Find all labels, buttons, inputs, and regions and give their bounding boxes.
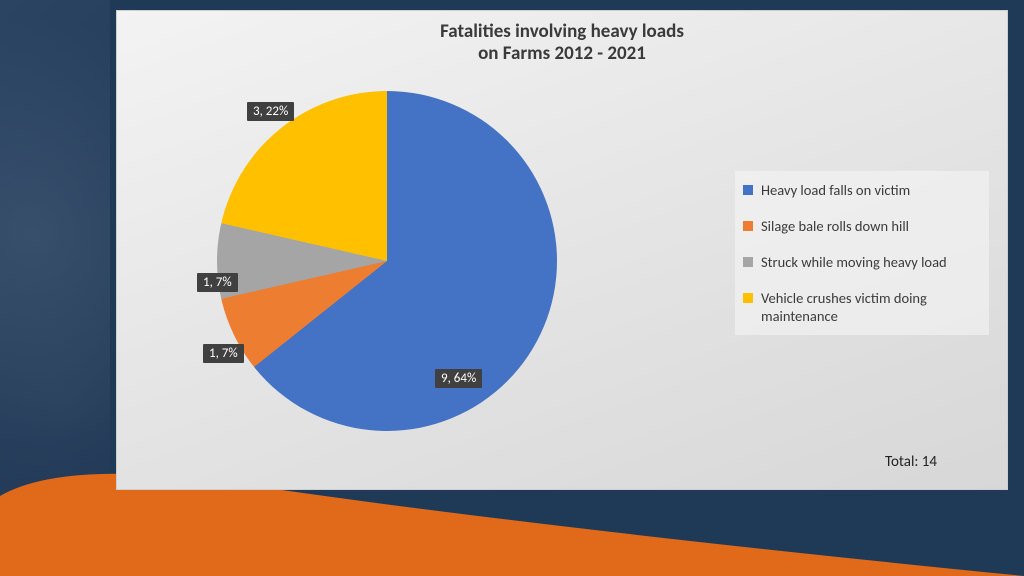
chart-title-line1: Fatalities involving heavy loads [117, 21, 1007, 43]
legend-label: Struck while moving heavy load [761, 253, 981, 271]
legend-item-vehicle: Vehicle crushes victim doing maintenance [743, 289, 981, 325]
legend-item-silage: Silage bale rolls down hill [743, 217, 981, 235]
legend-item-struck: Struck while moving heavy load [743, 253, 981, 271]
legend: Heavy load falls on victim Silage bale r… [735, 171, 989, 335]
pie-slices [217, 91, 557, 431]
chart-title-line2: on Farms 2012 - 2021 [117, 43, 1007, 65]
datalabel-heavy-load: 9, 64% [435, 369, 482, 388]
pie-chart [217, 91, 557, 431]
legend-swatch [743, 221, 753, 231]
datalabel-vehicle: 3, 22% [247, 102, 294, 121]
legend-label: Silage bale rolls down hill [761, 217, 981, 235]
datalabel-silage: 1, 7% [203, 344, 244, 363]
slide: Fatalities involving heavy loads on Farm… [0, 0, 1024, 576]
datalabel-struck: 1, 7% [197, 273, 238, 292]
legend-swatch [743, 257, 753, 267]
chart-card: Fatalities involving heavy loads on Farm… [116, 10, 1008, 490]
legend-label: Vehicle crushes victim doing maintenance [761, 289, 981, 325]
chart-title: Fatalities involving heavy loads on Farm… [117, 21, 1007, 65]
legend-label: Heavy load falls on victim [761, 181, 981, 199]
legend-swatch [743, 185, 753, 195]
legend-item-heavy-load: Heavy load falls on victim [743, 181, 981, 199]
legend-swatch [743, 293, 753, 303]
total-label: Total: 14 [885, 453, 937, 471]
